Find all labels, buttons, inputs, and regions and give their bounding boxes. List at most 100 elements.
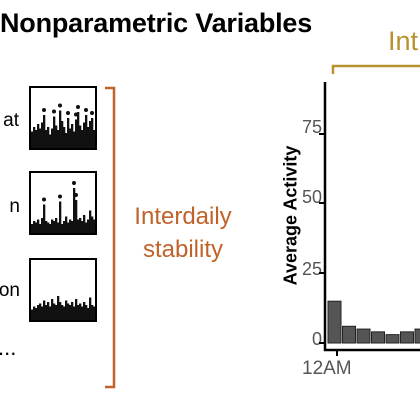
panel-3-bar xyxy=(43,300,46,320)
panel-2-bar xyxy=(49,224,52,233)
activity-panel-2 xyxy=(29,171,97,235)
activity-panel-3 xyxy=(29,258,97,322)
panel-2-bar xyxy=(43,204,46,233)
panel-3-bar xyxy=(93,306,95,320)
panel-1-bar xyxy=(35,130,38,148)
panel-3-bar xyxy=(57,296,60,320)
panel-2-bar xyxy=(59,201,62,233)
panel-2-bar xyxy=(71,221,74,233)
panel-2-bar xyxy=(93,219,95,233)
panel-2-bar xyxy=(51,219,54,233)
panel-2-point xyxy=(74,193,78,197)
activity-bar xyxy=(371,331,385,344)
panel-1-bar xyxy=(91,118,94,148)
panel-1-bar xyxy=(31,131,34,148)
panel-1-bar xyxy=(71,124,74,148)
activity-panel-1-bars xyxy=(31,103,95,148)
panel-3-bar xyxy=(73,306,76,320)
panel-3-bar xyxy=(65,300,68,320)
top-label: Int xyxy=(388,26,419,56)
panel-3-bar xyxy=(89,297,92,320)
panel-1-point xyxy=(90,111,94,115)
panel-2-point xyxy=(42,197,46,202)
panel-2-bar xyxy=(41,218,44,233)
panel-1-bar xyxy=(89,121,92,148)
panel-2-bar xyxy=(81,221,84,233)
chart-axes xyxy=(323,82,420,352)
panel-2-bar xyxy=(65,216,68,233)
panel-1-bar xyxy=(51,128,54,148)
panel-1-bar xyxy=(63,127,66,148)
panel-1-bar xyxy=(55,125,58,148)
panel-1-bar xyxy=(81,130,84,148)
y-tick-75: 75 xyxy=(301,117,322,137)
activity-bar xyxy=(400,331,414,344)
interdaily-stability-label: Interdaily stability xyxy=(122,200,244,266)
panel-2-bar xyxy=(91,216,94,233)
panel-3-bar xyxy=(85,305,88,320)
panel-3-bar xyxy=(67,303,70,320)
panel-3-bar xyxy=(45,305,48,320)
panel-2-bar xyxy=(33,221,36,233)
panel-2-point xyxy=(72,181,76,185)
panel-1-bar xyxy=(77,112,80,148)
panel-1-point xyxy=(84,108,88,112)
panel-3-bar xyxy=(47,302,50,320)
panel-1-bar xyxy=(75,119,78,148)
panel-3-bar xyxy=(55,305,58,320)
panel-3-bar xyxy=(81,306,84,320)
activity-bar xyxy=(385,334,400,344)
panel-3-bar xyxy=(59,302,62,320)
panel-1-bar xyxy=(61,121,64,148)
panel-3-bar xyxy=(41,306,44,320)
panel-3-bar xyxy=(91,305,94,320)
panel-3-bar xyxy=(69,305,72,320)
row-label-2: n xyxy=(9,196,20,217)
activity-panel-1 xyxy=(29,86,97,150)
panel-1-bar xyxy=(57,130,60,148)
panel-1-point xyxy=(58,103,62,108)
panel-3-bar xyxy=(39,303,42,320)
panel-2-bar xyxy=(63,221,66,233)
panel-3-bar xyxy=(49,306,52,320)
activity-panel-3-bars xyxy=(31,296,95,320)
panel-3-bar xyxy=(71,302,74,320)
panel-3-bar xyxy=(79,303,82,320)
activity-bar xyxy=(356,328,371,344)
panel-1-bar xyxy=(39,128,42,148)
panel-2-bar xyxy=(67,222,70,233)
panel-2-bar xyxy=(87,219,90,233)
y-tick-50: 50 xyxy=(301,187,322,207)
panel-1-bar xyxy=(83,122,86,148)
panel-1-bar xyxy=(67,118,70,148)
panel-2-bar xyxy=(35,222,38,233)
panel-1-bar xyxy=(85,115,88,148)
interdaily-word: Interdaily xyxy=(134,203,232,230)
panel-1-bar xyxy=(65,133,68,148)
panel-2-bar xyxy=(83,215,86,233)
panel-2-bar xyxy=(75,200,78,233)
panel-3-bar xyxy=(61,305,64,320)
panel-1-bar xyxy=(79,125,82,148)
panel-2-bar xyxy=(47,222,50,233)
panel-1-bar xyxy=(43,115,46,148)
panel-1-bar xyxy=(45,130,48,148)
panel-3-bar xyxy=(37,305,40,320)
panel-2-bar xyxy=(61,224,64,233)
panel-2-bar xyxy=(85,222,88,233)
activity-panel-2-bars xyxy=(31,181,95,233)
row-label-3: on xyxy=(0,280,20,301)
panel-1-bar xyxy=(53,116,56,148)
panel-1-bar xyxy=(59,110,62,148)
panel-1-point xyxy=(66,111,70,115)
ellipsis: ... xyxy=(0,335,17,360)
stability-word: stability xyxy=(142,236,224,263)
panel-1-bar xyxy=(41,122,44,148)
panel-3-bar xyxy=(51,299,54,320)
panel-1-bar xyxy=(73,131,76,148)
activity-bar xyxy=(327,300,342,344)
panel-3-bar xyxy=(33,306,36,320)
